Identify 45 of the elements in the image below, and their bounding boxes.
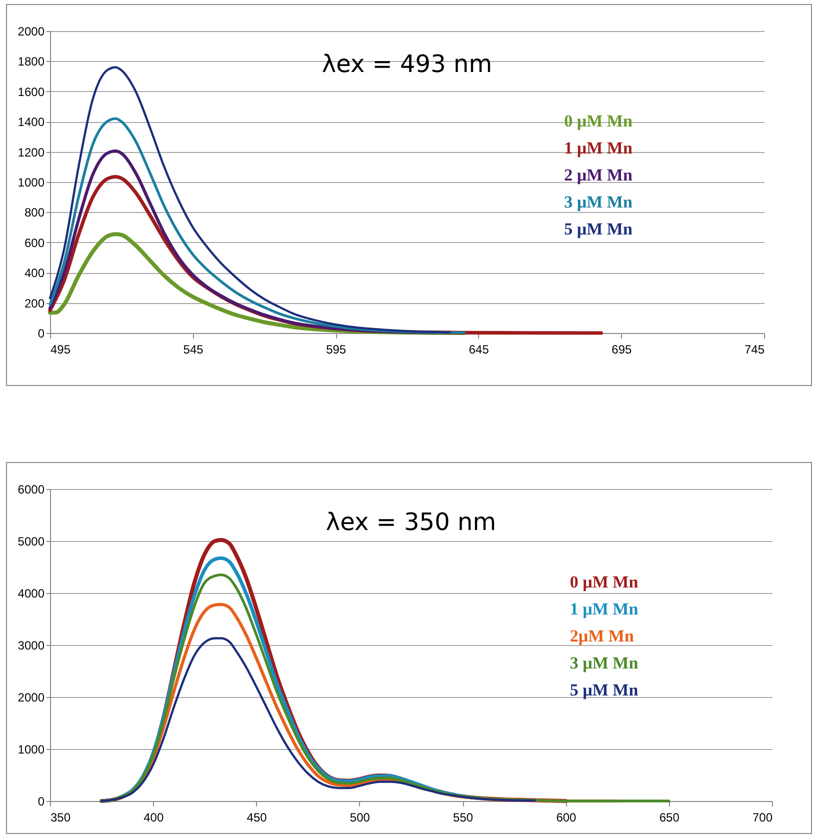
y-tick-label: 5000 (18, 534, 45, 548)
y-tick-label: 800 (24, 206, 45, 220)
text: 1 µM Mn (564, 138, 633, 158)
text: 5 µM Mn (564, 220, 633, 239)
x-tick-label: 600 (556, 810, 577, 824)
y-tick-label: 6000 (18, 482, 45, 496)
x-tick-label: 500 (350, 810, 370, 824)
text: λex = 493 nm (322, 50, 492, 78)
y-tick-label: 1600 (18, 84, 45, 99)
y-tick-label: 1200 (18, 145, 45, 160)
y-tick-label: 1400 (18, 115, 45, 130)
x-tick-label: 400 (144, 810, 164, 824)
x-tick-label: 645 (468, 342, 490, 356)
line-series (100, 637, 536, 802)
text: 3 µM Mn (564, 192, 633, 212)
y-tick-label: 4000 (18, 586, 45, 600)
text: 1 µM Mn (570, 600, 639, 619)
text: 2µM Mn (570, 626, 634, 646)
x-tick-label: 350 (50, 810, 71, 824)
y-tick-label: 0 (38, 326, 45, 340)
x-tick-label: 745 (744, 342, 765, 356)
text: 5 µM Mn (570, 680, 639, 700)
y-tick-label: 1000 (18, 742, 45, 756)
y-tick-label: 600 (24, 236, 45, 250)
text: 3 µM Mn (570, 654, 639, 673)
y-tick-label: 3000 (18, 638, 45, 652)
y-tick-label: 0 (38, 794, 45, 808)
y-tick-label: 2000 (18, 24, 45, 38)
x-tick-label: 495 (50, 342, 71, 356)
text: 0 µM Mn (564, 112, 633, 131)
x-tick-label: 450 (246, 810, 268, 824)
x-tick-label: 550 (453, 810, 474, 824)
y-tick-label: 1000 (18, 176, 45, 190)
y-tick-label: 1800 (18, 54, 45, 69)
x-tick-label: 695 (612, 342, 632, 356)
x-tick-label: 700 (752, 810, 773, 824)
x-tick-label: 545 (183, 342, 204, 356)
text: 2 µM Mn (564, 166, 633, 185)
x-tick-label: 650 (659, 810, 680, 824)
text: 0 µM Mn (570, 572, 639, 592)
x-tick-label: 595 (326, 342, 346, 356)
y-tick-label: 200 (24, 296, 45, 310)
y-tick-label: 400 (24, 266, 45, 280)
y-tick-label: 2000 (18, 690, 45, 704)
text: λex = 350 nm (326, 508, 496, 536)
